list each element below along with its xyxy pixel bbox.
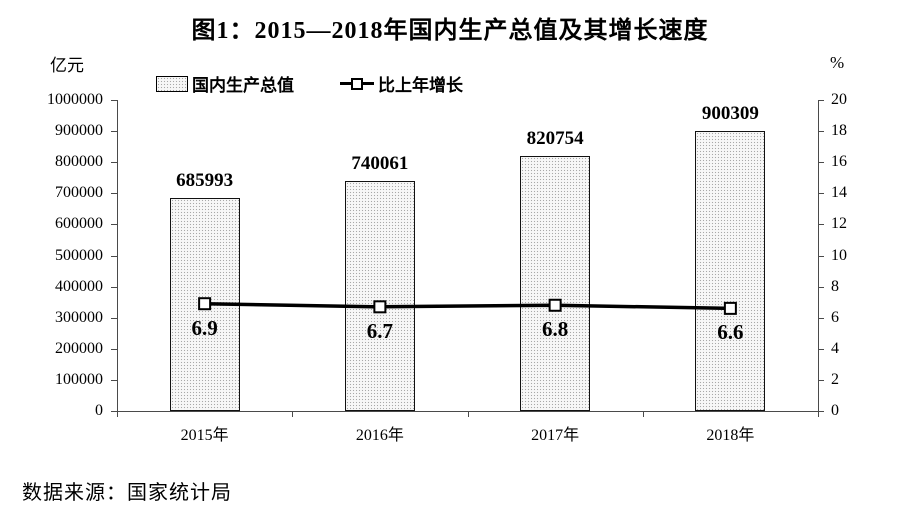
right-axis-tick-label: 6 (831, 308, 839, 326)
growth-value-label: 6.6 (717, 320, 744, 345)
left-axis-tickmark (111, 193, 117, 195)
chart-title: 图1：2015—2018年国内生产总值及其增长速度 (191, 18, 709, 44)
left-axis-tick-label: 700000 (55, 184, 103, 202)
right-axis-tickmark (818, 317, 824, 319)
x-axis-label: 2018年 (706, 427, 755, 444)
bar-value-label: 740061 (351, 152, 409, 174)
x-axis-tickmark (292, 411, 294, 417)
left-axis-tickmark (111, 131, 117, 133)
x-axis-tickmark (818, 411, 819, 417)
left-axis-tickmark (111, 224, 117, 226)
legend-item-gdp: 国内生产总值 (156, 71, 294, 96)
left-axis-tick-label: 300000 (55, 308, 103, 326)
legend-label-growth: 比上年增长 (378, 76, 463, 95)
legend-label-gdp: 国内生产总值 (192, 76, 294, 95)
growth-trend-marker (198, 297, 212, 311)
right-axis-tickmark (818, 131, 824, 133)
left-axis-tick-label: 1000000 (47, 91, 103, 108)
chart-legend: 国内生产总值 比上年增长 (156, 71, 463, 96)
bar-value-label: 820754 (526, 127, 584, 149)
source-note: 数据来源：国家统计局 (22, 482, 232, 504)
left-axis-tickmark (111, 100, 117, 101)
x-axis-label: 2015年 (180, 427, 229, 444)
left-axis-tick-label: 800000 (55, 153, 103, 171)
right-axis-tickmark (818, 379, 824, 381)
growth-trend-line-layer (198, 297, 737, 315)
growth-value-label: 6.7 (366, 318, 393, 343)
right-axis-tickmark (818, 100, 824, 101)
left-axis-tickmark (111, 162, 117, 164)
line-series-swatch-icon (340, 74, 374, 94)
left-axis-tick-label: 100000 (55, 370, 103, 388)
bar-value-label: 685993 (176, 169, 234, 191)
growth-trend-marker (723, 301, 737, 315)
right-axis-tick-label: 10 (831, 246, 847, 264)
right-axis-tickmark (818, 193, 824, 195)
growth-value-label: 6.8 (542, 317, 569, 342)
growth-value-label: 6.9 (191, 315, 218, 340)
left-axis-tickmark (111, 255, 117, 257)
bar-2017年 (520, 155, 591, 411)
x-axis-tickmark (642, 411, 644, 417)
x-axis-tickmark (117, 411, 118, 417)
growth-trend-marker (548, 298, 562, 312)
right-axis-tickmark (818, 286, 824, 288)
right-axis-tickmark (818, 224, 824, 226)
bar-2016年 (344, 180, 415, 411)
bar-2018年 (695, 131, 766, 411)
right-axis-tick-label: 0 (831, 402, 839, 419)
right-axis-unit-label: % (830, 53, 845, 72)
growth-trend-marker (373, 300, 387, 314)
left-axis-tickmark (111, 317, 117, 319)
left-axis-tick-label: 0 (95, 402, 103, 419)
right-axis-tick-label: 14 (831, 184, 847, 202)
x-axis-label: 2016年 (355, 427, 404, 444)
right-axis-tickmark (818, 411, 824, 412)
right-axis-tickmark (818, 255, 824, 257)
left-axis-tickmark (111, 379, 117, 381)
left-axis-tick-label: 600000 (55, 215, 103, 233)
right-axis-tick-label: 18 (831, 122, 847, 140)
left-axis-tickmark (111, 411, 117, 412)
left-axis-tick-label: 400000 (55, 277, 103, 295)
line-swatch-marker-icon (351, 77, 363, 90)
left-axis-tick-label: 500000 (55, 246, 103, 264)
right-axis-tick-label: 2 (831, 370, 839, 388)
left-axis-tickmark (111, 348, 117, 350)
x-axis-label: 2017年 (531, 427, 580, 444)
right-axis-tick-label: 4 (831, 339, 839, 357)
right-axis-tick-label: 12 (831, 215, 847, 233)
x-axis-tickmark (467, 411, 469, 417)
right-axis-tickmark (818, 348, 824, 350)
right-axis-tickmark (818, 162, 824, 164)
right-axis-tick-label: 8 (831, 277, 839, 295)
right-axis-tick-label: 16 (831, 153, 847, 171)
bar-series-swatch-icon (156, 75, 188, 92)
growth-trend-line (204, 301, 731, 311)
left-axis-unit-label: 亿元 (50, 56, 84, 75)
left-axis-tick-label: 900000 (55, 122, 103, 140)
bar-value-label: 900309 (701, 103, 759, 124)
legend-item-growth: 比上年增长 (340, 71, 463, 96)
left-axis-tickmark (111, 286, 117, 288)
right-axis-tick-label: 20 (831, 91, 847, 108)
left-axis-tick-label: 200000 (55, 339, 103, 357)
